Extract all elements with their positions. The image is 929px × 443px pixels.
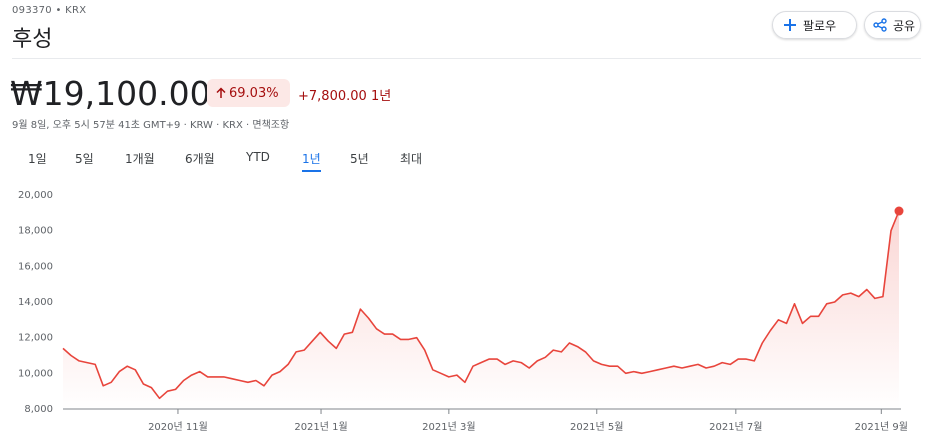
range-tab[interactable]: 5일 [75,152,94,166]
line [62,210,900,400]
y-tick-label: 18,000 [18,226,53,237]
price: ₩19,100.00 [10,74,211,113]
change-badge: 69.03% [207,79,290,107]
range-tab[interactable]: 1년 [302,150,321,172]
x-tick-label: 2021년 1월 [294,421,347,433]
up-arrow [216,87,226,98]
change-amount: +7,800.00 [298,89,367,104]
stock-name: 후성 [12,27,53,52]
ticker: 093370 • KRX [12,5,87,16]
x-tick-label: 2021년 5월 [570,421,623,433]
range-tab[interactable]: 1개월 [125,152,155,166]
x-tick-label: 2020년 11월 [148,421,208,433]
range-tab[interactable]: YTD [246,150,270,164]
y-tick-label: 16,000 [18,261,53,272]
divider [12,58,921,59]
x-tick-label: 2021년 3월 [422,421,475,433]
area [63,211,899,409]
y-tick-label: 20,000 [18,190,53,201]
share-label: 공유 [893,18,916,33]
follow-button[interactable]: 팔로우 [772,11,857,39]
timestamp: 9월 8일, 오후 5시 57분 41초 GMT+9 · KRW · KRX ·… [12,120,290,131]
change-percent: 69.03% [229,85,279,101]
y-tick-label: 12,000 [18,333,53,344]
share-button[interactable]: 공유 [864,11,921,39]
x-tick-label: 2021년 9월 [855,421,908,433]
y-tick-label: 14,000 [18,297,53,308]
plus-icon [784,19,796,31]
range-tab[interactable]: 6개월 [185,152,215,166]
range-tab[interactable]: 최대 [400,152,423,166]
change: +7,800.00 1년 [298,85,391,104]
follow-label: 팔로우 [803,18,837,33]
y-tick-label: 8,000 [24,404,53,415]
share-icon [873,18,887,32]
last-point [894,206,904,216]
y-tick-label: 10,000 [18,368,53,379]
x-tick-label: 2021년 7월 [709,421,762,433]
range-tab[interactable]: 1일 [28,152,47,166]
range-tab[interactable]: 5년 [350,152,369,166]
change-period: 1년 [370,89,392,104]
